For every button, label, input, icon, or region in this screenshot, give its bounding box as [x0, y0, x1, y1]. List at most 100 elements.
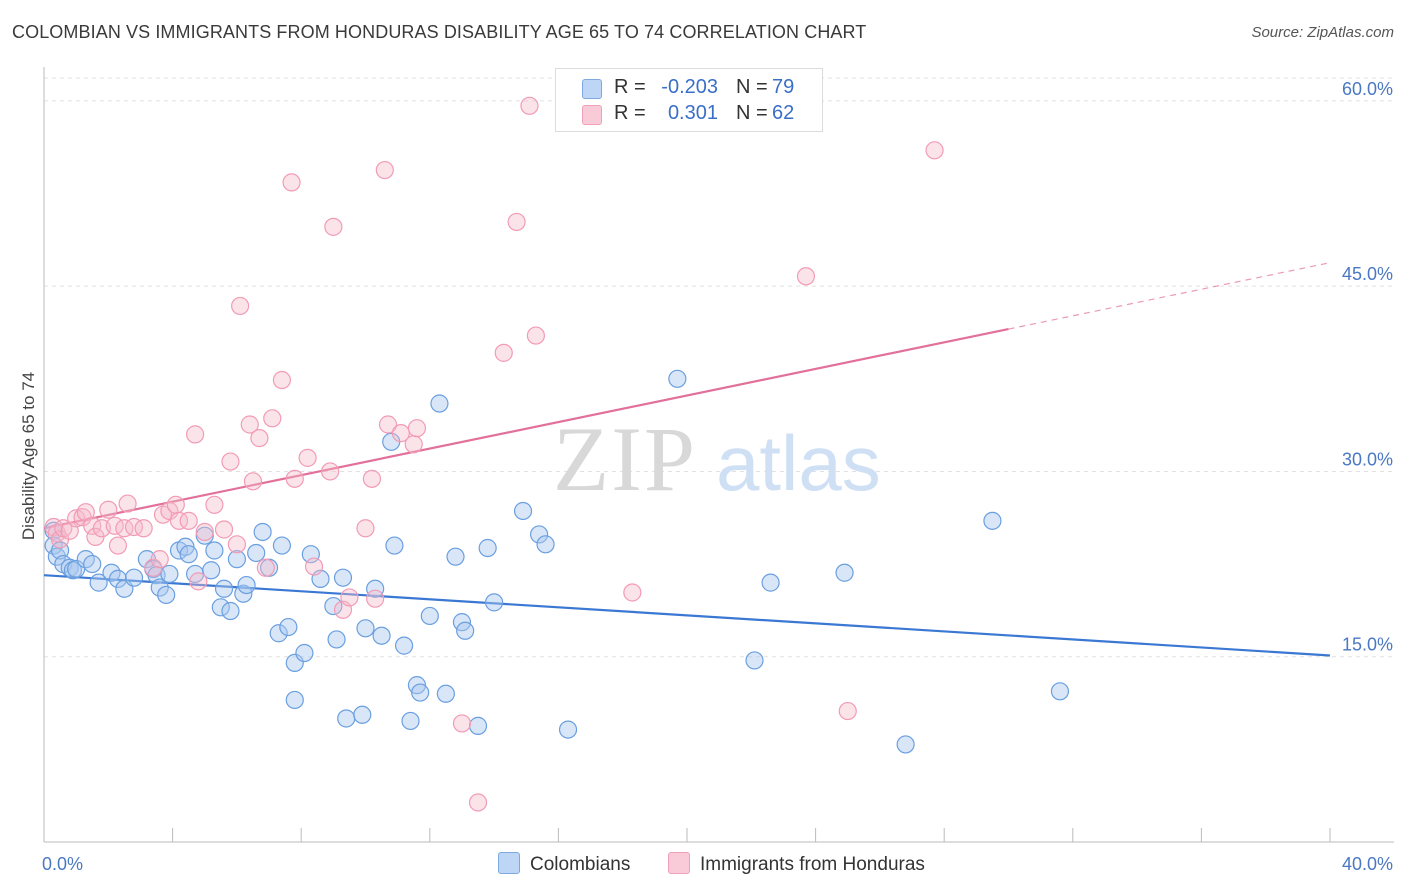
- y-tick-label: 45.0%: [1342, 264, 1393, 284]
- point-colombians: [436, 684, 455, 703]
- point-honduras: [263, 409, 282, 428]
- point-colombians: [485, 593, 504, 612]
- point-colombians: [337, 709, 356, 728]
- point-honduras: [256, 558, 275, 577]
- point-honduras: [298, 448, 317, 467]
- point-honduras: [407, 419, 427, 438]
- point-colombians: [536, 535, 555, 554]
- point-colombians: [124, 568, 144, 587]
- point-colombians: [160, 564, 179, 584]
- chart-title: COLOMBIAN VS IMMIGRANTS FROM HONDURAS DI…: [12, 22, 867, 42]
- y-tick-label: 30.0%: [1342, 449, 1393, 469]
- point-colombians: [253, 522, 272, 542]
- bottom-legend-label-honduras: Immigrants from Honduras: [700, 854, 925, 875]
- point-colombians: [353, 705, 372, 724]
- point-honduras: [166, 495, 185, 514]
- point-colombians: [668, 369, 687, 388]
- point-colombians: [285, 690, 304, 710]
- trend-line-honduras-extension: [1008, 262, 1331, 330]
- point-honduras: [494, 343, 513, 362]
- point-honduras: [340, 588, 359, 607]
- legend-n-value: 62: [772, 102, 795, 124]
- point-colombians: [372, 626, 391, 645]
- y-tick-label: 15.0%: [1342, 635, 1393, 655]
- trend-lines: [43, 262, 1331, 657]
- point-colombians: [896, 735, 915, 754]
- point-colombians: [295, 643, 314, 663]
- legend-n-value: 79: [772, 76, 795, 98]
- point-honduras: [838, 701, 857, 721]
- point-colombians: [205, 541, 224, 560]
- point-honduras: [243, 472, 263, 491]
- point-honduras: [189, 572, 208, 591]
- point-colombians: [150, 578, 169, 597]
- bottom-legend-swatch-honduras: [668, 852, 690, 874]
- axes: [43, 67, 1394, 843]
- point-colombians: [446, 547, 465, 566]
- point-colombians: [269, 624, 288, 643]
- point-honduras: [272, 370, 292, 390]
- point-honduras: [796, 267, 816, 286]
- point-colombians: [214, 579, 234, 598]
- point-colombians: [247, 543, 266, 563]
- point-colombians: [745, 651, 764, 670]
- y-tick-labels: 15.0% 30.0% 45.0% 60.0%: [1342, 79, 1393, 655]
- gridlines: [44, 77, 1394, 658]
- point-colombians: [411, 683, 430, 702]
- point-colombians: [456, 621, 475, 640]
- correlation-legend: R = -0.203 N = 79 R = 0.301 N = 62: [555, 68, 823, 132]
- point-honduras: [227, 535, 246, 554]
- bottom-legend-label-colombians: Colombians: [530, 854, 631, 875]
- point-colombians: [1050, 682, 1070, 701]
- point-colombians: [530, 525, 549, 544]
- point-honduras: [507, 212, 526, 232]
- point-colombians: [333, 568, 353, 587]
- point-colombians: [983, 511, 1002, 530]
- point-honduras: [186, 425, 205, 444]
- point-honduras: [375, 160, 394, 180]
- legend-r-value: -0.203: [661, 76, 718, 98]
- point-honduras: [404, 435, 423, 454]
- point-honduras: [452, 714, 472, 733]
- point-colombians: [221, 601, 240, 621]
- point-colombians: [401, 711, 420, 731]
- point-honduras: [99, 500, 118, 519]
- point-honduras: [195, 522, 214, 542]
- y-tick-label: 60.0%: [1342, 79, 1393, 99]
- bottom-legend-honduras: Immigrants from Honduras: [668, 852, 925, 876]
- point-honduras: [378, 415, 398, 434]
- point-colombians: [157, 585, 176, 605]
- point-honduras: [366, 589, 385, 608]
- point-honduras: [115, 519, 134, 538]
- point-honduras: [362, 469, 382, 488]
- bottom-legend-swatch-colombians: [498, 852, 520, 874]
- legend-n-label: N =: [736, 102, 768, 124]
- watermark-atlas: atlas: [716, 419, 881, 507]
- point-colombians: [202, 561, 221, 580]
- point-honduras: [304, 557, 324, 576]
- legend-swatch-colombians: [582, 79, 602, 99]
- trend-line-honduras: [43, 328, 1009, 530]
- point-colombians: [761, 573, 780, 592]
- point-honduras: [285, 469, 304, 488]
- trend-line-colombians: [43, 574, 1331, 657]
- point-colombians: [179, 545, 198, 564]
- point-colombians: [211, 598, 230, 617]
- point-colombians: [108, 569, 128, 589]
- legend-row-colombians: R = -0.203 N = 79: [556, 75, 822, 101]
- point-honduras: [108, 536, 128, 555]
- point-colombians: [394, 636, 414, 655]
- point-colombians: [558, 720, 578, 739]
- point-colombians: [835, 563, 854, 582]
- point-honduras: [134, 519, 153, 538]
- legend-n-label: N =: [736, 76, 768, 98]
- point-colombians: [430, 394, 449, 413]
- point-colombians: [60, 558, 79, 577]
- point-honduras: [623, 583, 642, 602]
- x-tick-label-min: 0.0%: [42, 854, 83, 874]
- point-honduras: [124, 517, 144, 537]
- point-colombians: [324, 596, 343, 616]
- point-colombians: [356, 619, 375, 638]
- point-honduras: [221, 452, 240, 471]
